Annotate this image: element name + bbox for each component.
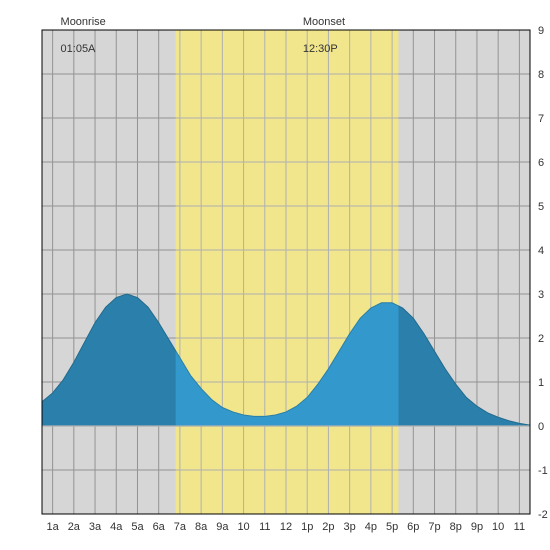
night-shade-right bbox=[398, 30, 530, 514]
svg-text:5: 5 bbox=[538, 201, 544, 213]
svg-text:9: 9 bbox=[538, 25, 544, 37]
tide-chart: 1a2a3a4a5a6a7a8a9a1011121p2p3p4p5p6p7p8p… bbox=[0, 0, 550, 550]
svg-text:2a: 2a bbox=[68, 521, 81, 533]
svg-text:1a: 1a bbox=[46, 521, 59, 533]
chart-svg: 1a2a3a4a5a6a7a8a9a1011121p2p3p4p5p6p7p8p… bbox=[0, 0, 550, 550]
moonset-annotation: Moonset 12:30P bbox=[291, 2, 345, 71]
svg-text:-2: -2 bbox=[538, 509, 548, 521]
svg-text:3a: 3a bbox=[89, 521, 102, 533]
svg-text:10: 10 bbox=[492, 521, 504, 533]
svg-text:6: 6 bbox=[538, 157, 544, 169]
svg-text:7a: 7a bbox=[174, 521, 187, 533]
night-shade-left bbox=[42, 30, 176, 514]
svg-text:6p: 6p bbox=[407, 521, 419, 533]
y-axis-labels: -2 -1 0 1 2 3 4 5 6 7 8 9 bbox=[538, 25, 548, 521]
moonrise-time: 01:05A bbox=[61, 43, 96, 55]
svg-text:7p: 7p bbox=[428, 521, 440, 533]
svg-text:10: 10 bbox=[237, 521, 249, 533]
svg-text:7: 7 bbox=[538, 113, 544, 125]
svg-text:1p: 1p bbox=[301, 521, 313, 533]
svg-text:3p: 3p bbox=[344, 521, 356, 533]
svg-text:3: 3 bbox=[538, 289, 544, 301]
daylight-band bbox=[176, 30, 399, 514]
moonrise-title: Moonrise bbox=[61, 16, 106, 28]
svg-text:4: 4 bbox=[538, 245, 544, 257]
svg-text:8a: 8a bbox=[195, 521, 208, 533]
svg-text:1: 1 bbox=[538, 377, 544, 389]
moonset-title: Moonset bbox=[303, 16, 345, 28]
moonrise-annotation: Moonrise 01:05A bbox=[48, 2, 105, 71]
svg-text:9a: 9a bbox=[216, 521, 229, 533]
svg-text:12: 12 bbox=[280, 521, 292, 533]
svg-text:11: 11 bbox=[259, 521, 270, 533]
svg-text:4p: 4p bbox=[365, 521, 377, 533]
svg-text:8: 8 bbox=[538, 69, 544, 81]
svg-text:6a: 6a bbox=[153, 521, 166, 533]
svg-text:-1: -1 bbox=[538, 465, 548, 477]
svg-text:4a: 4a bbox=[110, 521, 123, 533]
svg-text:5p: 5p bbox=[386, 521, 398, 533]
svg-text:11: 11 bbox=[514, 521, 525, 533]
svg-text:2: 2 bbox=[538, 333, 544, 345]
svg-text:0: 0 bbox=[538, 421, 544, 433]
svg-text:8p: 8p bbox=[450, 521, 462, 533]
x-axis-labels: 1a 2a 3a 4a 5a 6a 7a 8a 9a 10 11 12 1p 2p 3p 4p 5p 6p 7p 8p… bbox=[46, 521, 525, 533]
svg-text:9p: 9p bbox=[471, 521, 483, 533]
moonset-time: 12:30P bbox=[303, 43, 338, 55]
svg-text:5a: 5a bbox=[131, 521, 144, 533]
svg-text:2p: 2p bbox=[322, 521, 334, 533]
